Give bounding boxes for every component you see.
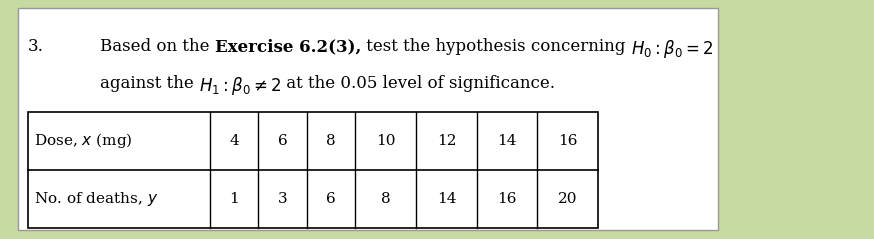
Text: $H_0 : \beta_0 = 2$: $H_0 : \beta_0 = 2$ [631, 38, 713, 60]
Text: 4: 4 [229, 134, 239, 148]
Text: test the hypothesis concerning: test the hypothesis concerning [361, 38, 631, 55]
Text: Based on the: Based on the [100, 38, 215, 55]
Text: $H_1 : \beta_0 \neq 2$: $H_1 : \beta_0 \neq 2$ [199, 75, 281, 97]
Text: against the: against the [100, 75, 199, 92]
Text: 16: 16 [497, 192, 517, 206]
Text: No. of deaths, $y$: No. of deaths, $y$ [34, 190, 158, 208]
Bar [28, 112, 598, 228]
Text: 12: 12 [437, 134, 456, 148]
Text: 8: 8 [326, 134, 336, 148]
Text: 10: 10 [376, 134, 396, 148]
Text: 3: 3 [278, 192, 288, 206]
Text: at the 0.05 level of significance.: at the 0.05 level of significance. [281, 75, 555, 92]
Text: Dose, $x$ (mg): Dose, $x$ (mg) [34, 131, 133, 151]
Text: 16: 16 [558, 134, 578, 148]
Text: 1: 1 [229, 192, 239, 206]
Text: 14: 14 [497, 134, 517, 148]
Text: 8: 8 [381, 192, 391, 206]
Text: 14: 14 [437, 192, 456, 206]
Bar [18, 8, 718, 230]
Text: 3.: 3. [28, 38, 44, 55]
Text: 6: 6 [278, 134, 288, 148]
Text: 20: 20 [558, 192, 578, 206]
Text: 6: 6 [326, 192, 336, 206]
Text: Exercise 6.2(3),: Exercise 6.2(3), [215, 38, 361, 55]
